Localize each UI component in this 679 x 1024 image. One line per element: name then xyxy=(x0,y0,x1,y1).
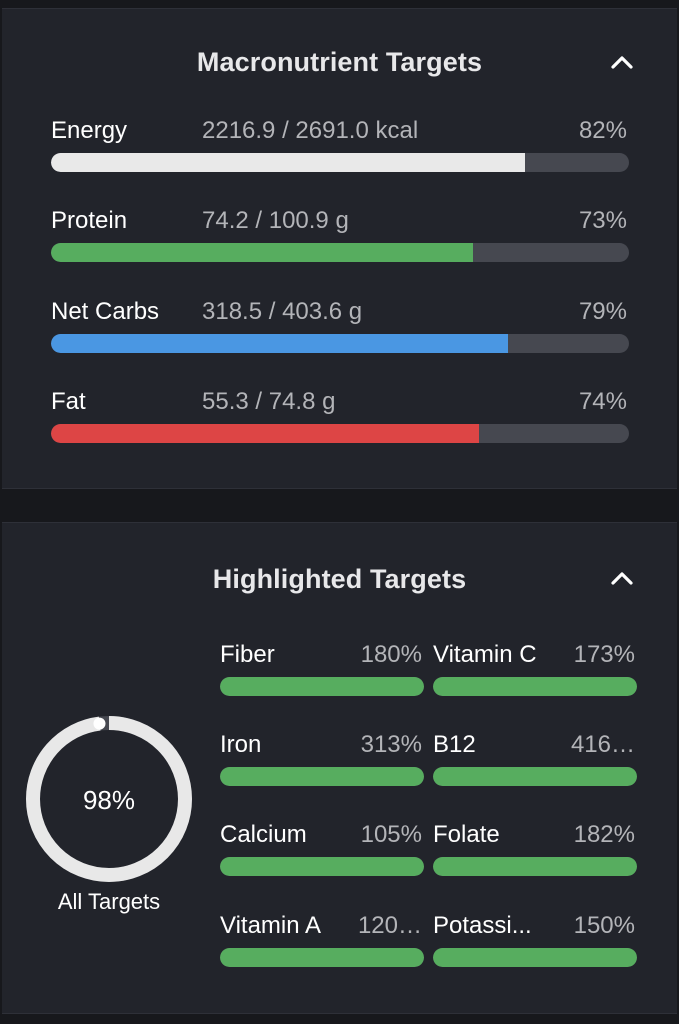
ring-progress-arc xyxy=(26,716,192,882)
target-progress-fill xyxy=(220,948,424,967)
target-folate[interactable]: Folate 182% xyxy=(433,821,637,881)
macro-percent: 73% xyxy=(578,207,627,234)
macro-value: 2216.9 / 2691.0 kcal xyxy=(202,117,419,144)
target-name: Vitamin C xyxy=(433,641,537,668)
macro-value: 74.2 / 100.9 g xyxy=(202,207,349,234)
target-progress-fill xyxy=(433,767,637,786)
macro-name: Net Carbs xyxy=(51,298,160,325)
all-targets-ring[interactable]: 98% xyxy=(23,713,195,885)
target-vitamin-c[interactable]: Vitamin C 173% xyxy=(433,641,637,701)
target-percent: 313% xyxy=(360,731,422,758)
macro-name: Fat xyxy=(51,388,86,415)
macro-value: 55.3 / 74.8 g xyxy=(202,388,336,415)
target-progress-fill xyxy=(220,677,424,696)
progress-ring-icon xyxy=(26,716,192,882)
target-percent: 173% xyxy=(573,641,635,668)
target-name: Folate xyxy=(433,821,500,848)
target-progress-bar xyxy=(433,767,637,786)
chevron-up-icon xyxy=(611,56,633,69)
macro-progress-bar xyxy=(51,334,629,353)
target-progress-fill xyxy=(433,857,637,876)
macro-row-net-carbs: Net Carbs 318.5 / 403.6 g 79% xyxy=(51,298,629,358)
target-progress-bar xyxy=(433,857,637,876)
target-calcium[interactable]: Calcium 105% xyxy=(220,821,424,881)
target-name: Potassi... xyxy=(433,912,532,939)
target-progress-bar xyxy=(220,677,424,696)
macro-progress-bar xyxy=(51,424,629,443)
target-percent: 120… xyxy=(357,912,422,939)
macro-row-energy: Energy 2216.9 / 2691.0 kcal 82% xyxy=(51,117,629,177)
macro-collapse-button[interactable] xyxy=(607,47,637,77)
target-progress-bar xyxy=(433,677,637,696)
macro-progress-fill xyxy=(51,243,473,262)
target-fiber[interactable]: Fiber 180% xyxy=(220,641,424,701)
target-b12[interactable]: B12 416… xyxy=(433,731,637,791)
ring-end-knob xyxy=(93,717,106,730)
target-vitamin-a[interactable]: Vitamin A 120… xyxy=(220,912,424,972)
macro-row-protein: Protein 74.2 / 100.9 g 73% xyxy=(51,207,629,267)
macro-percent: 79% xyxy=(578,298,627,325)
target-progress-fill xyxy=(220,767,424,786)
target-name: Vitamin A xyxy=(220,912,321,939)
macro-progress-bar xyxy=(51,153,629,172)
highlight-collapse-button[interactable] xyxy=(607,563,637,593)
macronutrient-targets-card: Macronutrient Targets Energy 2216.9 / 26… xyxy=(2,8,677,489)
target-percent: 150% xyxy=(573,912,635,939)
macro-progress-fill xyxy=(51,334,508,353)
macro-name: Energy xyxy=(51,117,128,144)
chevron-up-icon xyxy=(611,572,633,585)
macro-percent: 82% xyxy=(578,117,627,144)
highlighted-targets-title: Highlighted Targets xyxy=(212,564,467,594)
target-progress-bar xyxy=(220,857,424,876)
macro-percent: 74% xyxy=(578,388,627,415)
macro-progress-fill xyxy=(51,424,479,443)
macronutrient-targets-title: Macronutrient Targets xyxy=(196,47,483,77)
macro-value: 318.5 / 403.6 g xyxy=(202,298,363,325)
target-progress-bar xyxy=(433,948,637,967)
macro-row-fat: Fat 55.3 / 74.8 g 74% xyxy=(51,388,629,448)
target-percent: 416… xyxy=(570,731,635,758)
target-progress-fill xyxy=(433,948,637,967)
all-targets-percent: 98% xyxy=(82,785,136,815)
target-name: B12 xyxy=(433,731,476,758)
target-percent: 182% xyxy=(573,821,635,848)
target-potassium[interactable]: Potassi... 150% xyxy=(433,912,637,972)
target-name: Fiber xyxy=(220,641,275,668)
all-targets-caption: All Targets xyxy=(57,889,161,914)
target-name: Calcium xyxy=(220,821,307,848)
macro-progress-bar xyxy=(51,243,629,262)
target-name: Iron xyxy=(220,731,262,758)
target-progress-fill xyxy=(433,677,637,696)
highlighted-targets-card: Highlighted Targets 98% All Targets Fibe… xyxy=(2,522,677,1014)
target-progress-bar xyxy=(220,948,424,967)
target-percent: 180% xyxy=(360,641,422,668)
macro-progress-fill xyxy=(51,153,525,172)
macro-name: Protein xyxy=(51,207,128,234)
target-iron[interactable]: Iron 313% xyxy=(220,731,424,791)
target-percent: 105% xyxy=(360,821,422,848)
target-progress-fill xyxy=(220,857,424,876)
target-progress-bar xyxy=(220,767,424,786)
